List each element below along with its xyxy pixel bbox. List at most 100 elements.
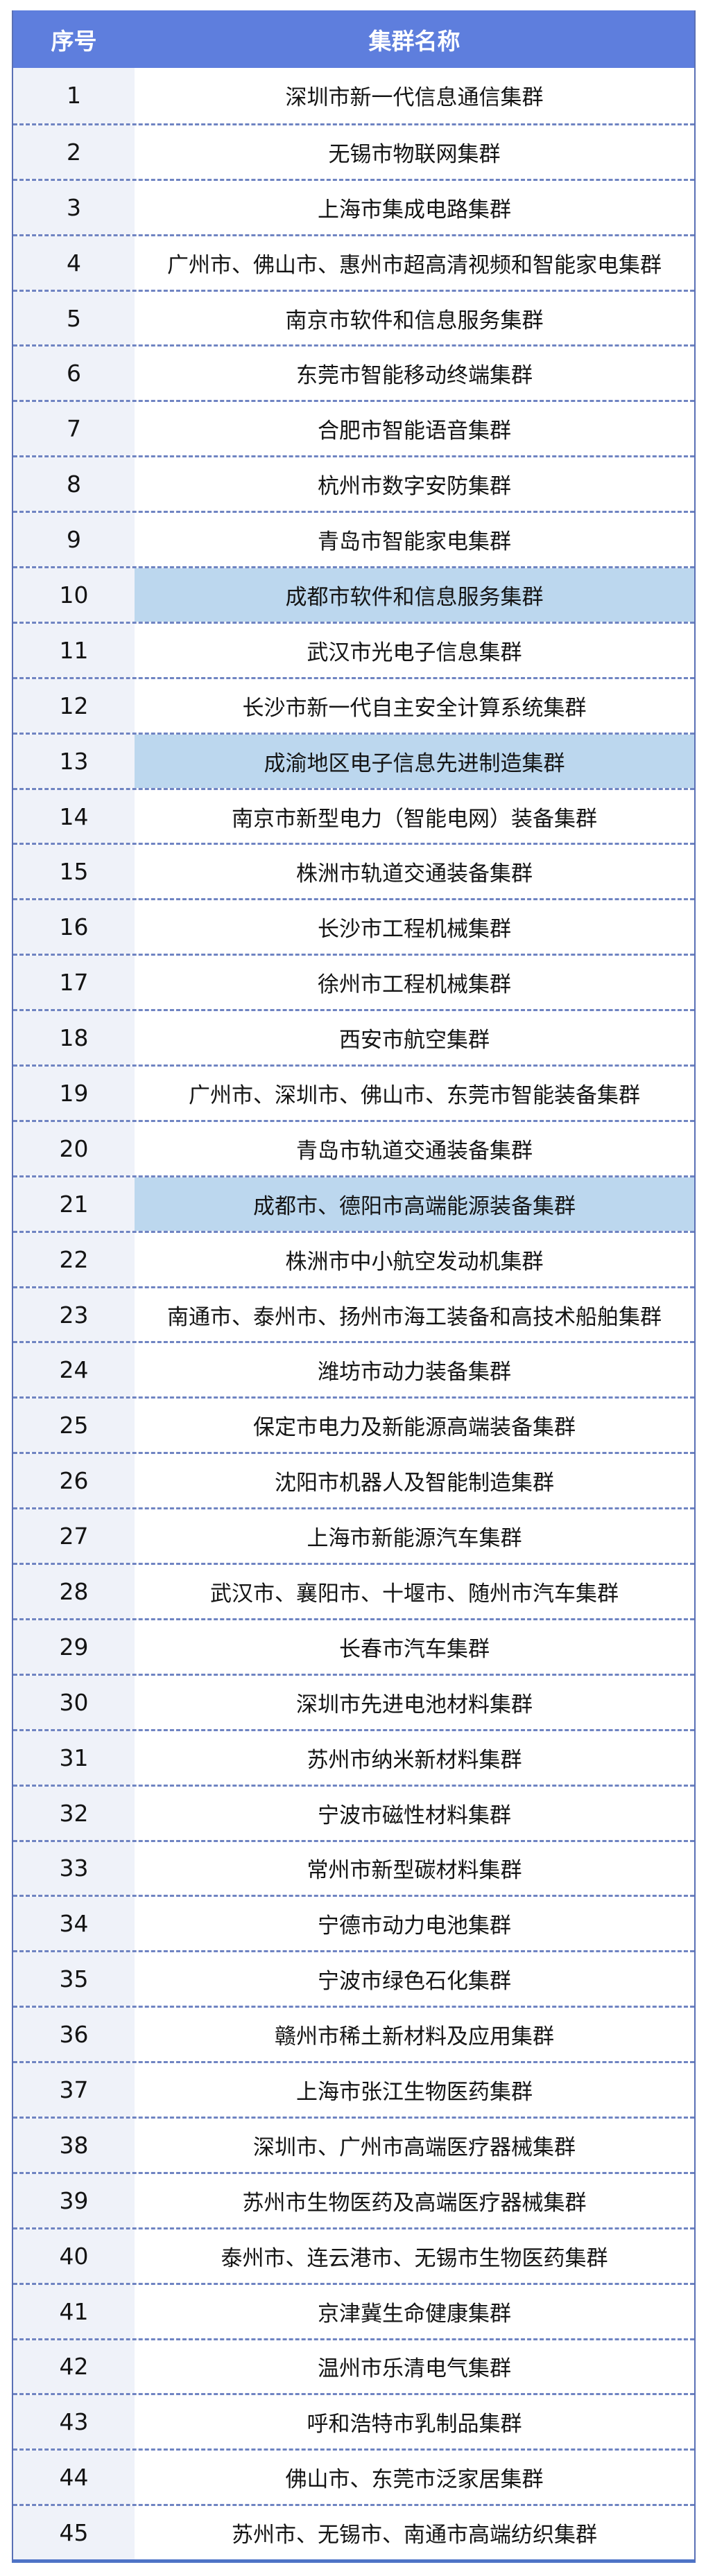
row-index-cell: 10 <box>13 568 135 622</box>
row-index-cell: 20 <box>13 1121 135 1175</box>
table-row: 10 成都市软件和信息服务集群 <box>13 566 694 622</box>
cluster-name-cell: 苏州市纳米新材料集群 <box>307 1747 522 1773</box>
cluster-name-cell: 深圳市、广州市高端医疗器械集群 <box>253 2135 576 2160</box>
table-row: 14 南京市新型电力（智能电网）装备集群 <box>13 787 694 843</box>
row-index-cell: 14 <box>13 789 135 843</box>
table-row: 22 株洲市中小航空发动机集群 <box>13 1230 694 1286</box>
table-row: 15 株洲市轨道交通装备集群 <box>13 843 694 899</box>
row-index-cell: 43 <box>13 2395 135 2449</box>
row-index-cell: 11 <box>13 623 135 677</box>
row-index-cell: 36 <box>13 2008 135 2062</box>
row-index-cell: 24 <box>13 1343 135 1397</box>
cluster-name-cell: 沈阳市机器人及智能制造集群 <box>275 1471 554 1496</box>
table-row: 38 深圳市、广州市高端医疗器械集群 <box>13 2116 694 2172</box>
cluster-name-cell: 青岛市轨道交通装备集群 <box>296 1138 533 1164</box>
row-index-cell: 3 <box>13 180 135 234</box>
row-index-cell: 6 <box>13 347 135 401</box>
cluster-name-cell: 呼和浩特市乳制品集群 <box>307 2412 522 2437</box>
table-row: 18 西安市航空集群 <box>13 1009 694 1065</box>
row-index-cell: 45 <box>13 2506 135 2560</box>
table-row: 16 长沙市工程机械集群 <box>13 898 694 954</box>
cluster-name-cell: 长沙市工程机械集群 <box>318 917 511 943</box>
header-cell-index: 序号 <box>51 27 97 55</box>
cluster-name-cell: 徐州市工程机械集群 <box>318 972 511 998</box>
table-row: 34 宁德市动力电池集群 <box>13 1895 694 1951</box>
row-index-cell: 2 <box>13 125 135 179</box>
table-row: 2 无锡市物联网集群 <box>13 123 694 179</box>
cluster-name-cell: 广州市、佛山市、惠州市超高清视频和智能家电集群 <box>167 252 662 278</box>
cluster-name-cell: 成都市软件和信息服务集群 <box>135 568 694 622</box>
table-row: 25 保定市电力及新能源高端装备集群 <box>13 1396 694 1453</box>
row-index-cell: 23 <box>13 1288 135 1342</box>
table-row: 31 苏州市纳米新材料集群 <box>13 1728 694 1785</box>
cluster-name-cell: 常州市新型碳材料集群 <box>307 1858 522 1884</box>
cluster-name-cell: 青岛市智能家电集群 <box>318 529 511 555</box>
row-index-cell: 5 <box>13 291 135 345</box>
cluster-name-cell: 宁德市动力电池集群 <box>318 1913 511 1939</box>
row-index-cell: 22 <box>13 1232 135 1286</box>
cluster-name-cell: 南京市新型电力（智能电网）装备集群 <box>232 806 597 832</box>
cluster-name-cell: 长春市汽车集群 <box>339 1636 490 1662</box>
row-index-cell: 8 <box>13 457 135 511</box>
cluster-name-cell: 宁波市绿色石化集群 <box>318 1969 511 1995</box>
header-cell-cluster-name: 集群名称 <box>368 27 460 55</box>
row-index-cell: 4 <box>13 236 135 290</box>
row-index-cell: 31 <box>13 1731 135 1785</box>
cluster-name-cell: 温州市乐清电气集群 <box>318 2356 511 2382</box>
cluster-name-cell: 株洲市中小航空发动机集群 <box>285 1249 544 1274</box>
cluster-table: 序号 集群名称 1 深圳市新一代信息通信集群 2 无锡市物联网集群 3 上海市集… <box>12 10 696 2564</box>
table-row: 35 宁波市绿色石化集群 <box>13 1950 694 2006</box>
table-row: 29 长春市汽车集群 <box>13 1618 694 1674</box>
cluster-name-cell: 杭州市数字安防集群 <box>318 474 511 500</box>
cluster-name-cell: 南通市、泰州市、扬州市海工装备和高技术船舶集群 <box>167 1304 662 1330</box>
cluster-name-cell: 泰州市、连云港市、无锡市生物医药集群 <box>221 2245 608 2271</box>
row-index-cell: 7 <box>13 402 135 456</box>
row-index-cell: 28 <box>13 1565 135 1618</box>
row-index-cell: 13 <box>13 734 135 788</box>
cluster-name-cell: 苏州市、无锡市、南通市高端纺织集群 <box>232 2523 597 2548</box>
table-row: 13 成渝地区电子信息先进制造集群 <box>13 732 694 788</box>
cluster-name-cell: 苏州市生物医药及高端医疗器械集群 <box>242 2190 587 2216</box>
table-row: 4 广州市、佛山市、惠州市超高清视频和智能家电集群 <box>13 234 694 290</box>
table-row: 33 常州市新型碳材料集群 <box>13 1839 694 1895</box>
cluster-name-cell: 保定市电力及新能源高端装备集群 <box>253 1415 576 1441</box>
table-row: 11 武汉市光电子信息集群 <box>13 621 694 677</box>
table-row: 21 成都市、德阳市高端能源装备集群 <box>13 1175 694 1231</box>
cluster-name-cell: 潍坊市动力装备集群 <box>318 1360 511 1385</box>
table-row: 17 徐州市工程机械集群 <box>13 954 694 1010</box>
row-index-cell: 17 <box>13 956 135 1010</box>
table-row: 44 佛山市、东莞市泛家居集群 <box>13 2448 694 2505</box>
row-index-cell: 9 <box>13 513 135 567</box>
row-index-cell: 34 <box>13 1897 135 1951</box>
cluster-name-cell: 宁波市磁性材料集群 <box>318 1803 511 1828</box>
cluster-name-cell: 深圳市先进电池材料集群 <box>296 1692 533 1717</box>
table-row: 32 宁波市磁性材料集群 <box>13 1784 694 1840</box>
row-index-cell: 40 <box>13 2229 135 2283</box>
cluster-name-cell: 佛山市、东莞市泛家居集群 <box>285 2467 544 2493</box>
cluster-name-cell: 成都市、德阳市高端能源装备集群 <box>135 1177 694 1231</box>
row-index-cell: 18 <box>13 1011 135 1065</box>
cluster-name-cell: 上海市张江生物医药集群 <box>296 2080 533 2105</box>
row-index-cell: 35 <box>13 1952 135 2006</box>
table-body: 1 深圳市新一代信息通信集群 2 无锡市物联网集群 3 上海市集成电路集群 4 … <box>13 68 694 2560</box>
table-row: 12 长沙市新一代自主安全计算系统集群 <box>13 676 694 733</box>
cluster-name-cell: 武汉市、襄阳市、十堰市、随州市汽车集群 <box>210 1581 619 1606</box>
table-row: 8 杭州市数字安防集群 <box>13 455 694 511</box>
table-row: 5 南京市软件和信息服务集群 <box>13 289 694 345</box>
table-row: 20 青岛市轨道交通装备集群 <box>13 1119 694 1175</box>
table-row: 37 上海市张江生物医药集群 <box>13 2061 694 2117</box>
row-index-cell: 1 <box>13 68 135 123</box>
table-row: 43 呼和浩特市乳制品集群 <box>13 2393 694 2449</box>
cluster-name-cell: 南京市软件和信息服务集群 <box>285 308 544 333</box>
row-index-cell: 44 <box>13 2451 135 2505</box>
table-row: 36 赣州市稀土新材料及应用集群 <box>13 2006 694 2062</box>
cluster-name-cell: 东莞市智能移动终端集群 <box>296 363 533 389</box>
table-row: 45 苏州市、无锡市、南通市高端纺织集群 <box>13 2504 694 2560</box>
table-row: 28 武汉市、襄阳市、十堰市、随州市汽车集群 <box>13 1563 694 1618</box>
row-index-cell: 29 <box>13 1620 135 1674</box>
cluster-name-cell: 京津冀生命健康集群 <box>318 2301 511 2327</box>
table-row: 24 潍坊市动力装备集群 <box>13 1341 694 1397</box>
table-header-row: 序号 集群名称 <box>13 10 694 68</box>
cluster-name-cell: 广州市、深圳市、佛山市、东莞市智能装备集群 <box>189 1083 640 1108</box>
row-index-cell: 27 <box>13 1509 135 1563</box>
